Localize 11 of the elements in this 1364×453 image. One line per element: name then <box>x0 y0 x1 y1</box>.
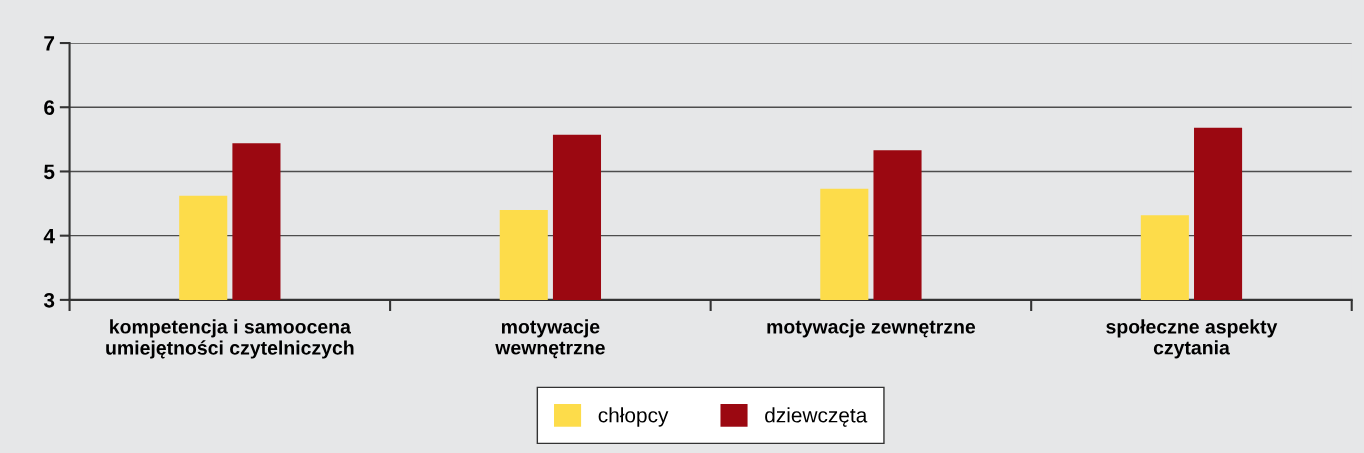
y-tick-label: 6 <box>44 100 55 115</box>
legend-label: chłopcy <box>598 407 669 427</box>
y-tick-label: 4 <box>43 228 55 244</box>
x-tick-label: kompetencja i samoocena umiejętności czytelniczych <box>106 319 354 359</box>
legend-label: dziewczęta <box>765 407 868 427</box>
y-tick-label: 7 <box>44 36 55 51</box>
y-tick-label: 3 <box>43 292 55 308</box>
x-tick-label: motywacje zewnętrzne <box>767 319 976 338</box>
y-tick-label: 5 <box>44 164 55 180</box>
x-tick-label: motywacje wewnętrzne <box>495 319 605 359</box>
x-tick-label: społeczne aspekty czytania <box>1106 319 1278 359</box>
